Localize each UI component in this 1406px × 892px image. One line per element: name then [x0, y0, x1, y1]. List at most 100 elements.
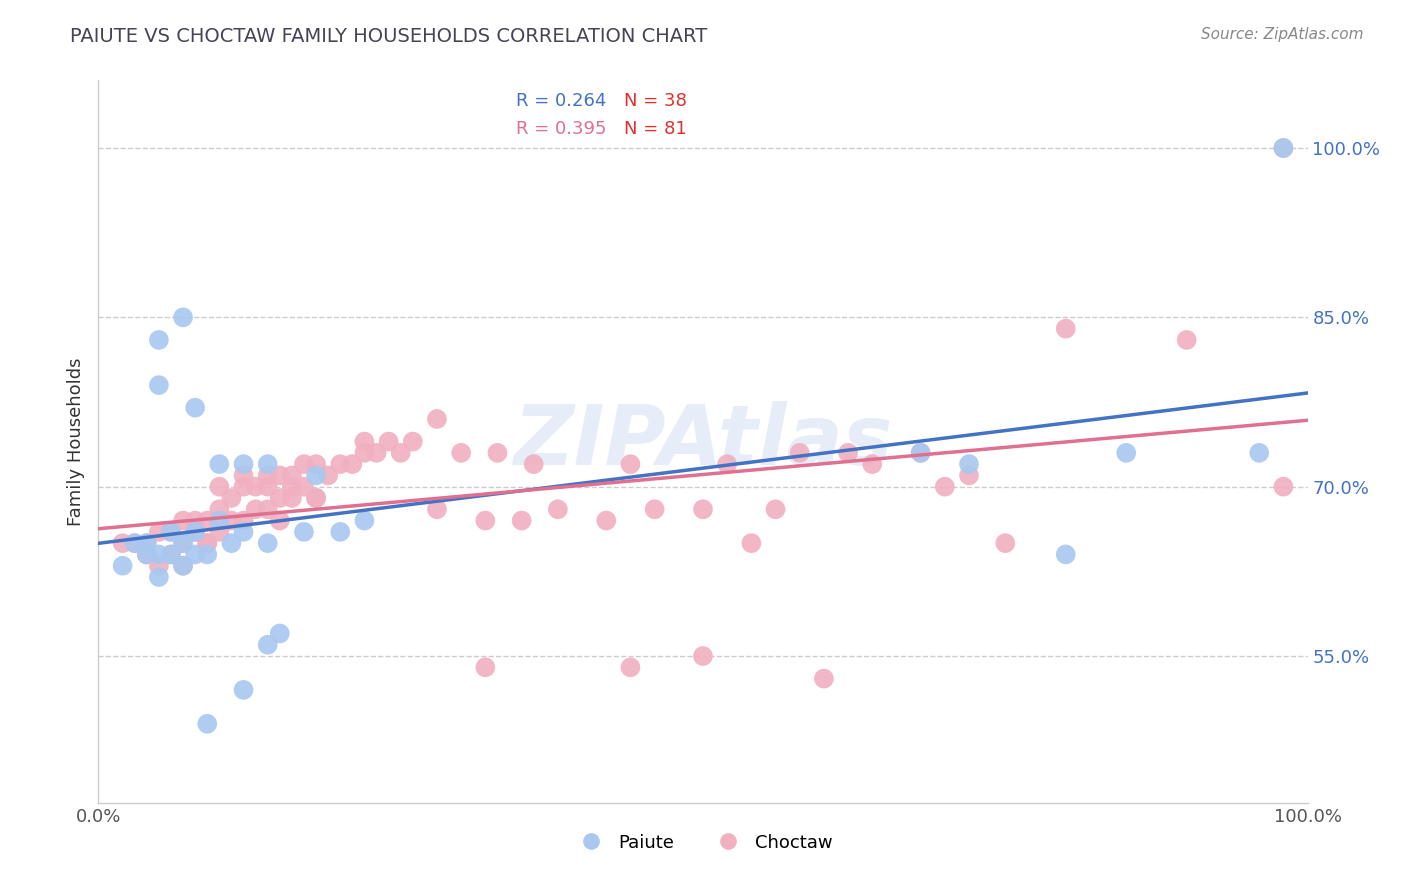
Point [353, 434, 375, 449]
Point [910, 446, 932, 460]
Point [148, 524, 170, 539]
Point [135, 548, 157, 562]
Text: R = 0.395: R = 0.395 [516, 120, 606, 138]
Point [245, 502, 267, 516]
Point [910, 446, 932, 460]
Point [292, 457, 315, 471]
Point [305, 491, 328, 505]
Point [305, 468, 328, 483]
Point [256, 468, 278, 483]
Point [221, 491, 243, 505]
Point [523, 457, 546, 471]
Point [148, 548, 170, 562]
Point [1054, 548, 1077, 562]
Point [184, 524, 207, 539]
Point [269, 468, 291, 483]
Point [148, 570, 170, 584]
Point [208, 457, 231, 471]
Point [124, 536, 146, 550]
Point [1054, 321, 1077, 335]
Point [195, 514, 218, 528]
Point [692, 502, 714, 516]
Point [789, 446, 811, 460]
Point [111, 558, 134, 573]
Point [353, 514, 375, 528]
Point [135, 548, 157, 562]
Point [281, 491, 304, 505]
Point [135, 536, 157, 550]
Point [426, 412, 449, 426]
Point [184, 401, 207, 415]
Point [402, 434, 425, 449]
Point [148, 378, 170, 392]
Y-axis label: Family Households: Family Households [66, 358, 84, 525]
Point [292, 524, 315, 539]
Point [692, 648, 714, 663]
Point [256, 457, 278, 471]
Point [135, 548, 157, 562]
Point [486, 446, 509, 460]
Point [957, 457, 980, 471]
Text: N = 81: N = 81 [624, 120, 688, 138]
Point [269, 626, 291, 640]
Point [1249, 446, 1271, 460]
Point [148, 558, 170, 573]
Text: R = 0.264: R = 0.264 [516, 92, 606, 110]
Point [160, 548, 183, 562]
Point [184, 548, 207, 562]
Point [208, 514, 231, 528]
Point [232, 468, 254, 483]
Point [195, 716, 218, 731]
Point [305, 457, 328, 471]
Point [269, 491, 291, 505]
Point [172, 558, 194, 573]
Point [111, 536, 134, 550]
Point [813, 672, 835, 686]
Point [172, 536, 194, 550]
Point [474, 514, 496, 528]
Text: Source: ZipAtlas.com: Source: ZipAtlas.com [1201, 27, 1364, 42]
Point [595, 514, 617, 528]
Text: N = 38: N = 38 [624, 92, 688, 110]
Point [160, 524, 183, 539]
Point [740, 536, 762, 550]
Point [644, 502, 666, 516]
Point [208, 524, 231, 539]
Point [232, 514, 254, 528]
Point [195, 536, 218, 550]
Point [716, 457, 738, 471]
Point [195, 536, 218, 550]
Point [377, 434, 399, 449]
Point [172, 514, 194, 528]
Point [221, 514, 243, 528]
Point [281, 468, 304, 483]
Point [1272, 141, 1295, 155]
Point [184, 514, 207, 528]
Point [172, 558, 194, 573]
Point [1115, 446, 1137, 460]
Text: ZIPAtlas: ZIPAtlas [513, 401, 893, 482]
Point [256, 502, 278, 516]
Point [245, 480, 267, 494]
Point [837, 446, 859, 460]
Point [292, 480, 315, 494]
Point [172, 536, 194, 550]
Point [426, 502, 449, 516]
Point [619, 457, 641, 471]
Point [765, 502, 787, 516]
Point [994, 536, 1017, 550]
Point [184, 524, 207, 539]
Point [232, 682, 254, 697]
Point [366, 446, 388, 460]
Point [160, 548, 183, 562]
Point [221, 536, 243, 550]
Point [329, 524, 352, 539]
Point [232, 457, 254, 471]
Point [329, 457, 352, 471]
Point [619, 660, 641, 674]
Point [208, 502, 231, 516]
Point [232, 480, 254, 494]
Point [1272, 480, 1295, 494]
Text: PAIUTE VS CHOCTAW FAMILY HOUSEHOLDS CORRELATION CHART: PAIUTE VS CHOCTAW FAMILY HOUSEHOLDS CORR… [70, 27, 707, 45]
Point [305, 491, 328, 505]
